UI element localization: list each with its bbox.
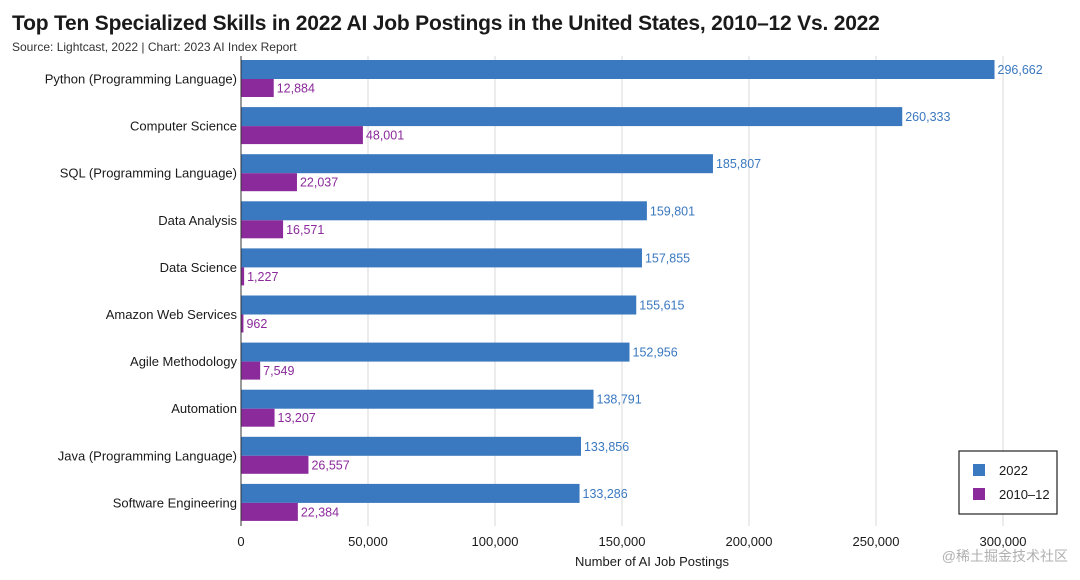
value-label-2022: 157,855 [645,251,690,265]
legend-box [958,450,1058,515]
bar-2010-12[interactable] [241,79,274,97]
bar-2022[interactable] [241,295,637,315]
bar-2010-12[interactable] [241,361,261,380]
value-label-2022: 133,286 [583,487,628,501]
bar-2022[interactable] [241,483,580,503]
watermark-text: @稀土掘金技术社区 [941,548,1068,564]
legend-swatch [973,488,985,500]
category-label: Python (Programming Language) [45,72,237,87]
value-label-2022: 260,333 [905,110,950,124]
x-tick-label: 150,000 [599,534,646,549]
x-tick-label: 50,000 [348,534,388,549]
x-tick-label: 300,000 [980,534,1027,549]
value-label-2010-12: 16,571 [286,223,324,237]
value-label-2010-12: 962 [246,317,267,331]
value-label-2010-12: 48,001 [366,129,404,143]
value-label-2022: 152,956 [633,346,678,360]
bar-2022[interactable] [241,248,642,268]
bar-2022[interactable] [241,107,903,127]
category-label: Computer Science [130,119,237,134]
category-label: Software Engineering [113,495,237,510]
category-label: Data Analysis [158,213,237,228]
chart-subtitle: Source: Lightcast, 2022 | Chart: 2023 AI… [12,40,297,54]
value-label-2010-12: 26,557 [311,458,349,472]
bar-2010-12[interactable] [241,220,284,239]
x-axis-label: Number of AI Job Postings [575,554,729,569]
bar-2010-12[interactable] [241,408,275,427]
value-label-2010-12: 1,227 [247,270,278,284]
value-label-2010-12: 13,207 [278,411,316,425]
value-label-2022: 133,856 [584,440,629,454]
value-label-2010-12: 7,549 [263,364,294,378]
category-label: Automation [171,401,237,416]
chart-title: Top Ten Specialized Skills in 2022 AI Jo… [12,12,880,35]
bar-2010-12[interactable] [241,502,298,521]
bar-2022[interactable] [241,436,581,456]
bar-2010-12[interactable] [241,314,244,333]
value-label-2010-12: 22,037 [300,176,338,190]
bar-2022[interactable] [241,201,647,221]
category-label: Java (Programming Language) [58,448,237,463]
value-label-2022: 138,791 [597,393,642,407]
bar-2010-12[interactable] [241,455,309,474]
x-tick-label: 200,000 [726,534,773,549]
bar-2022[interactable] [241,342,630,362]
legend-label: 2010–12 [999,487,1050,502]
category-label: Agile Methodology [130,354,237,369]
value-label-2022: 296,662 [998,63,1043,77]
value-label-2022: 185,807 [716,157,761,171]
bar-2010-12[interactable] [241,173,297,192]
value-label-2010-12: 12,884 [277,82,315,96]
category-label: SQL (Programming Language) [60,166,237,181]
bar-2022[interactable] [241,389,594,409]
bar-2010-12[interactable] [241,267,245,286]
category-label: Data Science [160,260,237,275]
x-tick-label: 0 [237,534,244,549]
value-label-2022: 155,615 [639,299,684,313]
legend-swatch [973,464,985,476]
category-label: Amazon Web Services [106,307,238,322]
bar-2010-12[interactable] [241,126,363,145]
x-tick-label: 100,000 [472,534,519,549]
legend-label: 2022 [999,463,1028,478]
bar-2022[interactable] [241,154,713,174]
bar-2022[interactable] [241,60,995,79]
x-tick-label: 250,000 [853,534,900,549]
value-label-2022: 159,801 [650,204,695,218]
value-label-2010-12: 22,384 [301,505,339,519]
